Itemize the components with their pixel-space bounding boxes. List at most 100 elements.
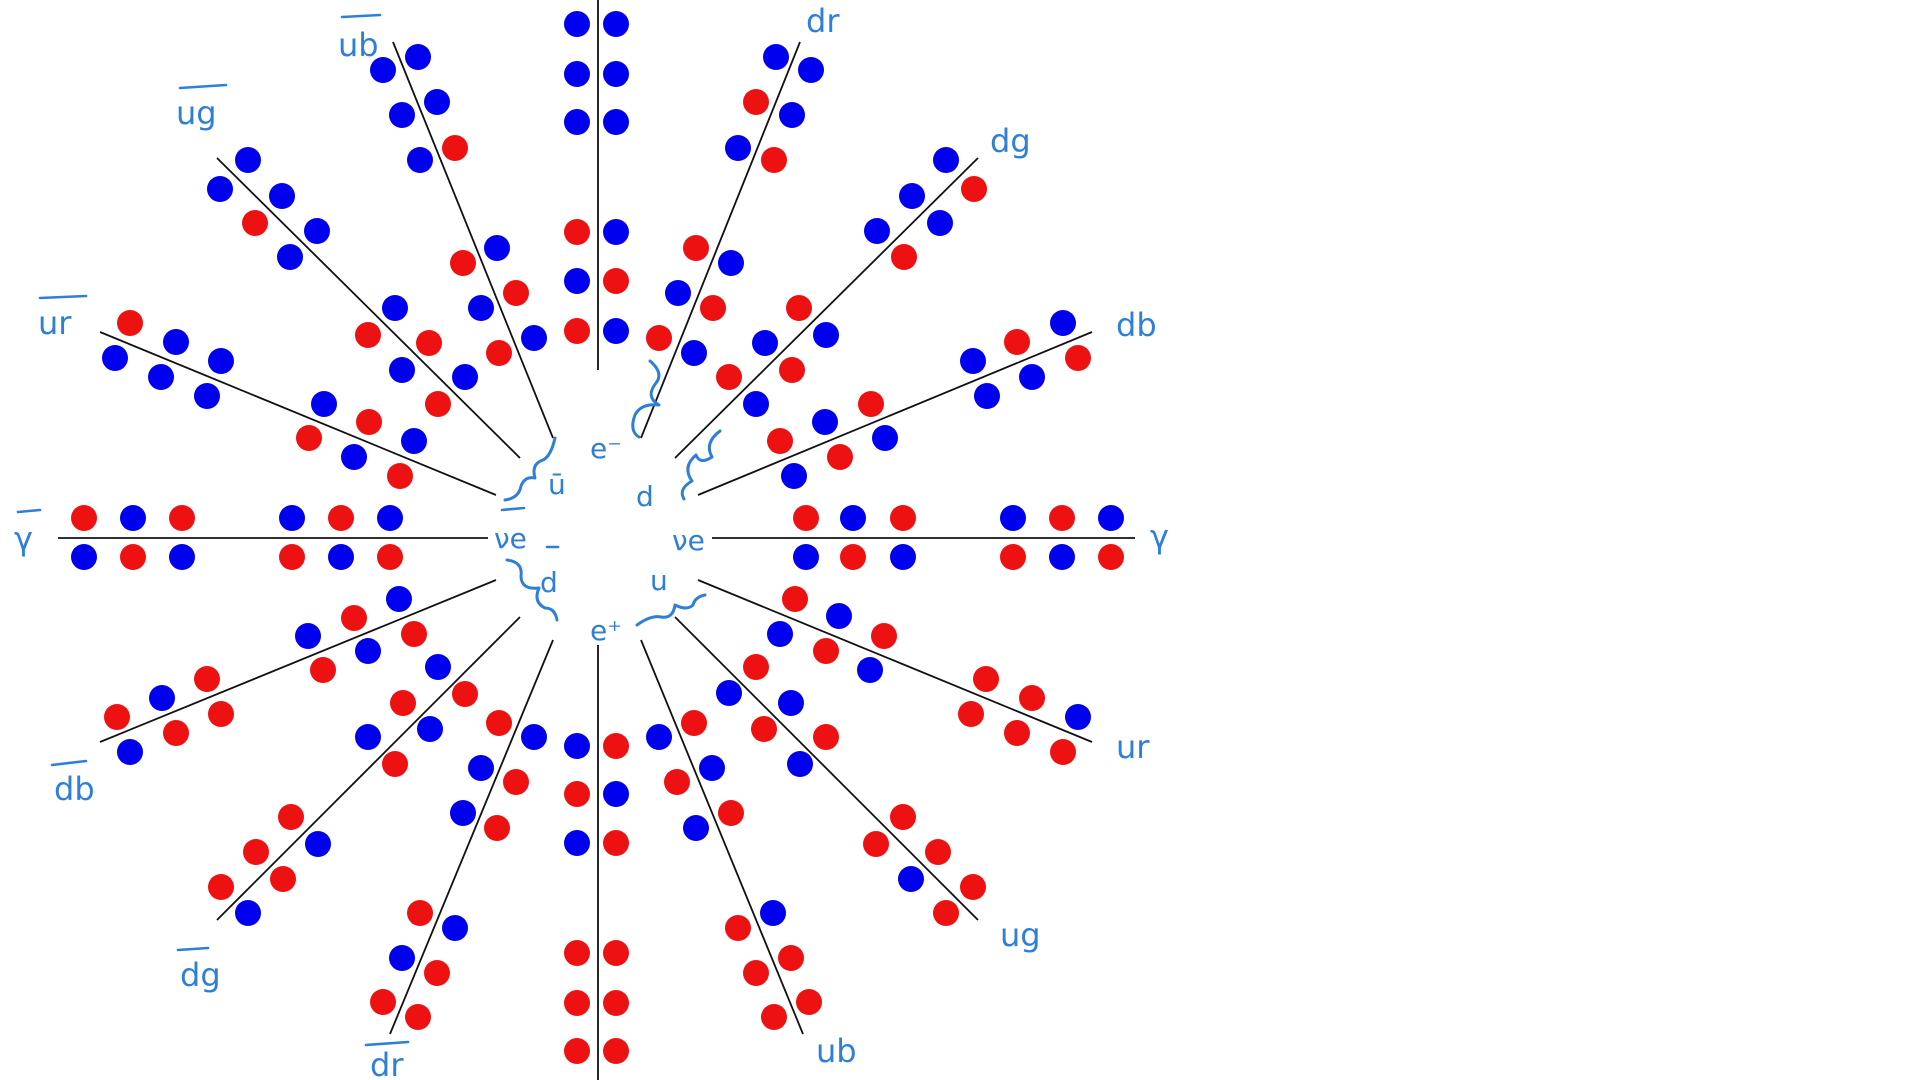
dot-blue xyxy=(683,815,709,841)
dot-red xyxy=(328,505,354,531)
dot-red xyxy=(681,710,707,736)
label-gamma-bar: γ xyxy=(14,520,33,558)
dot-blue xyxy=(798,57,824,83)
dot-blue xyxy=(787,751,813,777)
dot-blue xyxy=(564,11,590,37)
dot-red xyxy=(890,505,916,531)
spoke-dg xyxy=(674,157,979,459)
dot-red xyxy=(564,318,590,344)
dot-red xyxy=(718,800,744,826)
label-u: u xyxy=(650,564,668,597)
dot-red xyxy=(813,638,839,664)
dot-red xyxy=(270,866,296,892)
dot-red xyxy=(603,990,629,1016)
label-ubar-r: ur xyxy=(38,304,72,342)
dot-red xyxy=(1049,505,1075,531)
label-u-b: ub xyxy=(816,1032,857,1070)
dot-red xyxy=(104,704,130,730)
dot-blue xyxy=(1065,704,1091,730)
label-d-bar: d xyxy=(540,566,558,599)
dot-red xyxy=(925,839,951,865)
dot-blue xyxy=(960,348,986,374)
label-dbar-b: db xyxy=(54,770,95,808)
dot-blue xyxy=(102,345,128,371)
dot-blue xyxy=(890,544,916,570)
dot-red xyxy=(450,250,476,276)
dot-blue xyxy=(564,268,590,294)
dot-red xyxy=(355,322,381,348)
dot-red xyxy=(725,915,751,941)
dot-red xyxy=(407,900,433,926)
dot-red xyxy=(424,960,450,986)
dot-blue xyxy=(812,409,838,435)
dot-blue xyxy=(603,61,629,87)
dot-blue xyxy=(389,945,415,971)
dot-red xyxy=(827,444,853,470)
dot-red xyxy=(564,1038,590,1064)
dot-red xyxy=(208,874,234,900)
dot-red xyxy=(405,1004,431,1030)
dot-red xyxy=(486,710,512,736)
dot-blue xyxy=(405,44,431,70)
spoke-ubar-b xyxy=(392,41,554,439)
overbar xyxy=(38,294,88,300)
dot-blue xyxy=(760,900,786,926)
center-braces xyxy=(503,359,722,627)
spoke-ug xyxy=(674,616,979,921)
dot-red xyxy=(377,544,403,570)
dot-blue xyxy=(603,11,629,37)
dot-red xyxy=(1004,720,1030,746)
dot-red xyxy=(767,428,793,454)
dot-blue xyxy=(779,102,805,128)
dot-blue xyxy=(603,219,629,245)
dot-blue xyxy=(169,544,195,570)
dot-red xyxy=(117,310,143,336)
dot-blue xyxy=(355,638,381,664)
dot-blue xyxy=(974,383,1000,409)
dot-blue xyxy=(208,348,234,374)
spoke-dbar-g xyxy=(216,616,521,921)
dot-red xyxy=(169,505,195,531)
dot-red xyxy=(243,839,269,865)
dot-red xyxy=(564,990,590,1016)
dot-red xyxy=(310,657,336,683)
dot-blue xyxy=(311,391,337,417)
dot-blue xyxy=(386,586,412,612)
dot-blue xyxy=(603,781,629,807)
dot-red xyxy=(370,989,396,1015)
spoke-ub xyxy=(640,639,804,1035)
label-e-plus: e⁺ xyxy=(590,614,622,647)
dot-blue xyxy=(1098,505,1124,531)
dot-blue xyxy=(279,505,305,531)
spokes xyxy=(58,0,1135,1080)
dot-blue xyxy=(603,109,629,135)
dot-red xyxy=(646,325,672,351)
spoke-db xyxy=(697,331,1093,496)
dot-red xyxy=(503,280,529,306)
dot-blue xyxy=(564,830,590,856)
overbar xyxy=(176,946,210,952)
dot-red xyxy=(1000,544,1026,570)
dot-red xyxy=(564,781,590,807)
dot-blue xyxy=(389,357,415,383)
dot-blue xyxy=(1019,364,1045,390)
dot-blue xyxy=(826,603,852,629)
dot-blue xyxy=(235,900,261,926)
dot-blue xyxy=(377,505,403,531)
overbar xyxy=(364,1040,410,1047)
dot-blue xyxy=(872,425,898,451)
dot-blue xyxy=(564,733,590,759)
dot-blue xyxy=(304,218,330,244)
dot-red xyxy=(401,621,427,647)
dot-red xyxy=(163,720,189,746)
dot-red xyxy=(242,210,268,236)
dot-red xyxy=(387,463,413,489)
label-u-bar: ū xyxy=(548,468,566,501)
dot-blue xyxy=(452,364,478,390)
dot-red xyxy=(779,357,805,383)
dot-blue xyxy=(521,325,547,351)
dot-red xyxy=(890,804,916,830)
dot-blue xyxy=(148,364,174,390)
dot-blue xyxy=(425,654,451,680)
dot-red xyxy=(390,690,416,716)
